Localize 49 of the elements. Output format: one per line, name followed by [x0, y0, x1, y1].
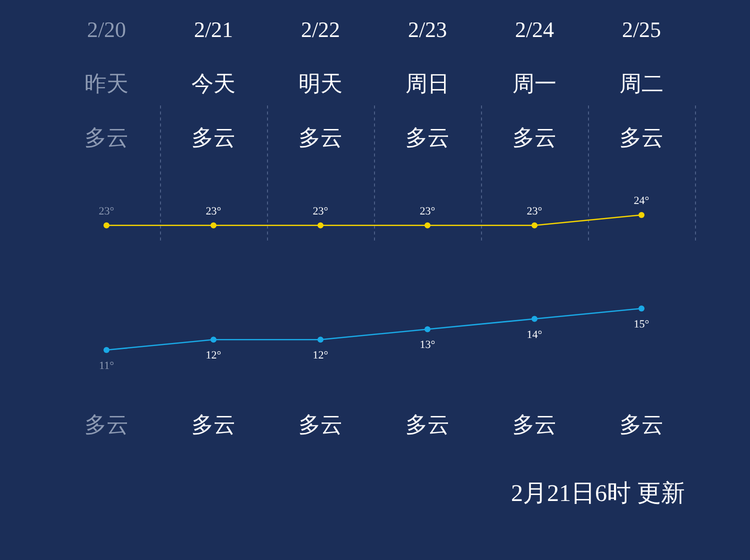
text: 多云	[84, 125, 128, 150]
point	[424, 326, 430, 332]
text: 多云	[84, 412, 128, 437]
data-label: 24°	[634, 195, 650, 207]
x-tick-label: 2/25	[622, 17, 662, 42]
point	[532, 316, 538, 322]
data-label: 14°	[526, 328, 542, 341]
point	[210, 222, 216, 228]
x-tick-label: 2/21	[194, 17, 234, 42]
x-tick-label: 2/20	[86, 17, 126, 42]
text: 多云	[512, 412, 556, 437]
point	[532, 222, 538, 228]
text: 多云	[620, 125, 664, 150]
x-tick-label: 2/23	[408, 17, 448, 42]
text: 多云	[298, 412, 342, 437]
text: 多云	[192, 125, 236, 150]
x-tick-label: 2/24	[514, 17, 554, 42]
text: 2月21日6时 更新	[511, 480, 685, 507]
data-label: 23°	[98, 205, 114, 218]
text: 昨天	[84, 71, 128, 96]
text: 周日	[406, 71, 450, 96]
text: 多云	[192, 412, 236, 437]
data-label: 23°	[206, 205, 222, 218]
text: 多云	[298, 125, 342, 150]
text: 今天	[192, 71, 236, 96]
text: 周一	[512, 71, 556, 96]
text: 明天	[298, 71, 342, 96]
data-label: 23°	[526, 205, 542, 218]
text: 多云	[512, 125, 556, 150]
data-label: 15°	[634, 318, 650, 330]
data-label: 11°	[99, 360, 114, 372]
x-tick-label: 2/22	[300, 17, 340, 42]
point	[318, 222, 324, 228]
data-label: 13°	[420, 339, 436, 352]
data-label: 23°	[312, 205, 328, 218]
point	[104, 222, 110, 228]
point	[638, 305, 644, 312]
text: 多云	[406, 412, 450, 437]
data-label: 12°	[206, 350, 222, 362]
text: 多云	[406, 125, 450, 150]
data-label: 23°	[420, 205, 436, 218]
point	[210, 336, 216, 343]
text: 周二	[620, 71, 664, 96]
text: 多云	[620, 412, 664, 437]
point	[318, 336, 324, 343]
point	[424, 222, 430, 228]
point	[638, 212, 644, 218]
point	[104, 347, 110, 353]
data-label: 12°	[312, 350, 328, 362]
